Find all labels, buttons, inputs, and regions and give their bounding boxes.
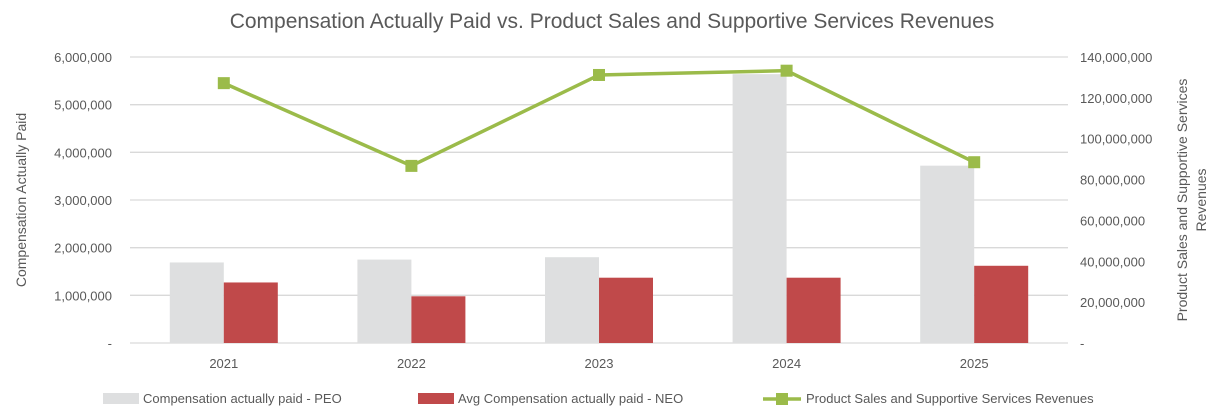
chart-title: Compensation Actually Paid vs. Product S… (230, 10, 995, 33)
y-tick-label: 1,000,000 (54, 288, 112, 303)
y-tick-label: - (108, 336, 112, 351)
bar-neo (974, 265, 1029, 343)
bar-peo (169, 262, 224, 343)
y2-tick-label: 100,000,000 (1080, 132, 1152, 147)
revenue-marker (593, 68, 605, 81)
bar-peo (545, 257, 599, 343)
y-tick-label: 6,000,000 (54, 50, 112, 65)
y2-tick-label: 40,000,000 (1080, 254, 1145, 269)
legend-marker-revenue (776, 393, 788, 405)
revenue-marker (780, 64, 793, 77)
x-tick-label: 2025 (960, 356, 989, 371)
y2-tick-label: 20,000,000 (1080, 295, 1145, 310)
bar-neo (411, 296, 466, 343)
bar-peo (732, 74, 787, 343)
y2-axis-label-line1: Product Sales and Supportive Services (1174, 79, 1190, 322)
y-tick-label: 5,000,000 (54, 98, 112, 113)
y-axis-label: Compensation Actually Paid (13, 113, 29, 287)
y2-axis-label-line2: Revenues (1193, 168, 1209, 231)
y2-tick-label: - (1080, 336, 1084, 351)
bar-neo (223, 282, 278, 343)
legend-label-peo: Compensation actually paid - PEO (143, 391, 342, 406)
legend-label-revenue: Product Sales and Supportive Services Re… (806, 391, 1094, 406)
y2-tick-label: 120,000,000 (1080, 91, 1152, 106)
revenue-marker (217, 77, 230, 90)
x-tick-label: 2023 (585, 356, 614, 371)
bar-neo (599, 277, 653, 343)
x-tick-label: 2021 (209, 356, 238, 371)
legend-swatch-peo (103, 393, 139, 404)
bar-peo (920, 165, 975, 343)
y2-tick-label: 80,000,000 (1080, 173, 1145, 188)
y-tick-label: 4,000,000 (54, 145, 112, 160)
bar-neo (786, 277, 841, 343)
revenue-marker (405, 159, 418, 172)
legend-swatch-neo (418, 393, 454, 404)
y2-tick-label: 60,000,000 (1080, 213, 1145, 228)
y-tick-label: 2,000,000 (54, 241, 112, 256)
x-tick-label: 2024 (772, 356, 801, 371)
bar-peo (357, 259, 412, 343)
y-tick-label: 3,000,000 (54, 193, 112, 208)
x-tick-label: 2022 (397, 356, 426, 371)
revenue-line (223, 68, 975, 168)
revenue-marker (968, 156, 981, 169)
legend-label-neo: Avg Compensation actually paid - NEO (458, 391, 683, 406)
y2-tick-label: 140,000,000 (1080, 50, 1152, 65)
